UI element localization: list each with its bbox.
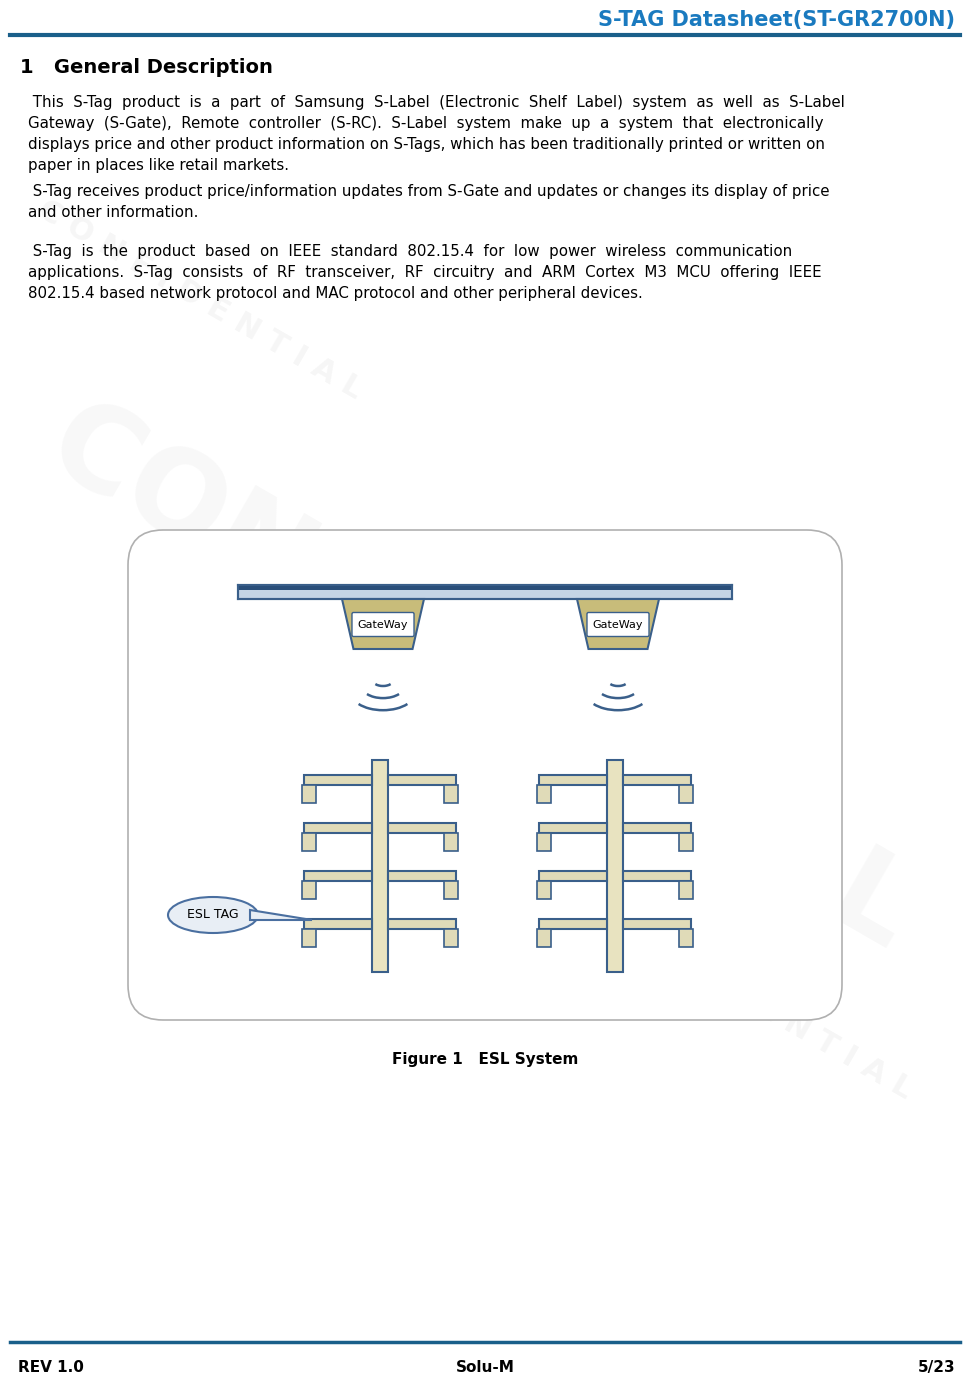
Bar [303, 871, 372, 881]
Bar [607, 760, 622, 971]
Text: 1   General Description: 1 General Description [20, 58, 272, 77]
Ellipse shape [168, 897, 258, 933]
Text: displays price and other product information on S-Tags, which has been tradition: displays price and other product informa… [28, 137, 825, 153]
Text: 5/23: 5/23 [917, 1360, 954, 1374]
Bar [303, 823, 372, 833]
Bar [388, 871, 455, 881]
Bar [301, 881, 316, 899]
Bar [537, 785, 550, 802]
Bar [537, 929, 550, 947]
Bar [301, 785, 316, 802]
Bar [388, 823, 455, 833]
Bar [678, 929, 692, 947]
Bar [444, 881, 457, 899]
Text: GateWay: GateWay [358, 620, 408, 629]
Polygon shape [342, 599, 423, 649]
Text: and other information.: and other information. [28, 205, 199, 220]
Bar [539, 871, 607, 881]
Bar [537, 881, 550, 899]
Bar [622, 823, 690, 833]
Bar [622, 919, 690, 929]
Text: S-TAG Datasheet(ST-GR2700N): S-TAG Datasheet(ST-GR2700N) [597, 10, 954, 30]
Bar [678, 785, 692, 802]
Polygon shape [577, 599, 658, 649]
Text: Gateway  (S-Gate),  Remote  controller  (S-RC).  S-Label  system  make  up  a  s: Gateway (S-Gate), Remote controller (S-R… [28, 115, 823, 131]
Text: C O N F I D E N T I A L: C O N F I D E N T I A L [582, 896, 916, 1105]
Text: C O N F I D E N T I A L: C O N F I D E N T I A L [33, 195, 366, 405]
FancyBboxPatch shape [128, 530, 841, 1020]
Polygon shape [250, 910, 312, 921]
Text: Figure 1   ESL System: Figure 1 ESL System [391, 1052, 578, 1068]
Text: This  S-Tag  product  is  a  part  of  Samsung  S-Label  (Electronic  Shelf  Lab: This S-Tag product is a part of Samsung … [28, 95, 844, 110]
FancyBboxPatch shape [352, 613, 414, 636]
Text: paper in places like retail markets.: paper in places like retail markets. [28, 158, 289, 173]
Bar [539, 775, 607, 785]
Bar [301, 833, 316, 851]
Bar [237, 585, 732, 599]
Text: CONFIDENTIAL: CONFIDENTIAL [27, 386, 931, 974]
Text: Solu-M: Solu-M [455, 1360, 514, 1374]
Text: applications.  S-Tag  consists  of  RF  transceiver,  RF  circuitry  and  ARM  C: applications. S-Tag consists of RF trans… [28, 265, 821, 280]
Bar [303, 775, 372, 785]
Bar [537, 833, 550, 851]
Bar [444, 929, 457, 947]
Bar [444, 785, 457, 802]
Text: S-Tag  is  the  product  based  on  IEEE  standard  802.15.4  for  low  power  w: S-Tag is the product based on IEEE stand… [28, 245, 792, 260]
Bar [388, 919, 455, 929]
Bar [372, 760, 388, 971]
FancyBboxPatch shape [586, 613, 648, 636]
Text: S-Tag receives product price/information updates from S-Gate and updates or chan: S-Tag receives product price/information… [28, 184, 828, 199]
Bar [539, 823, 607, 833]
Bar [678, 881, 692, 899]
Text: ESL TAG: ESL TAG [187, 908, 238, 922]
Bar [622, 871, 690, 881]
Bar [303, 919, 372, 929]
Bar [622, 775, 690, 785]
Text: 802.15.4 based network protocol and MAC protocol and other peripheral devices.: 802.15.4 based network protocol and MAC … [28, 286, 642, 301]
Bar [539, 919, 607, 929]
Bar [301, 929, 316, 947]
Text: REV 1.0: REV 1.0 [18, 1360, 83, 1374]
Bar [444, 833, 457, 851]
Bar [237, 585, 732, 589]
Bar [678, 833, 692, 851]
Bar [388, 775, 455, 785]
Text: GateWay: GateWay [592, 620, 642, 629]
